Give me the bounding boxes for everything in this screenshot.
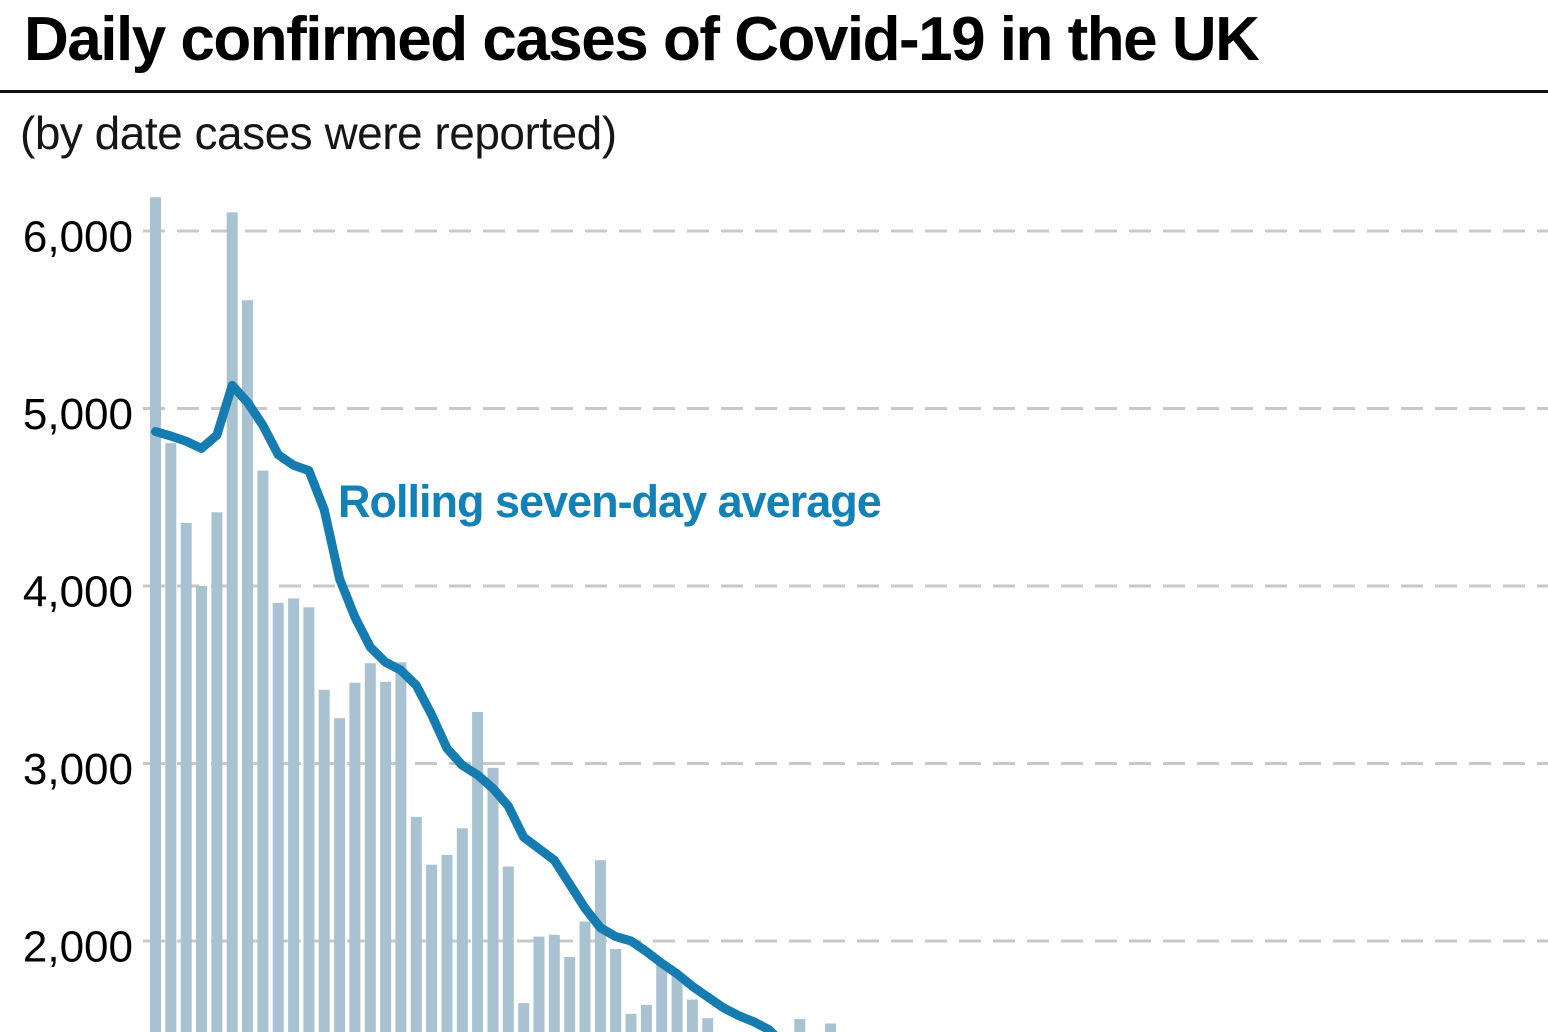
daily-cases-bar bbox=[487, 767, 499, 1032]
page-subtitle: (by date cases were reported) bbox=[20, 107, 617, 159]
daily-cases-bar bbox=[594, 860, 606, 1032]
daily-cases-bar bbox=[671, 972, 683, 1032]
daily-cases-bar bbox=[395, 662, 407, 1032]
y-tick-label-2,000: 2,000 bbox=[23, 923, 133, 972]
title-divider bbox=[0, 90, 1548, 93]
daily-cases-bar bbox=[579, 921, 591, 1032]
daily-cases-bar bbox=[242, 300, 253, 1032]
daily-cases-bar bbox=[380, 681, 392, 1032]
daily-cases-bar bbox=[441, 854, 453, 1032]
daily-cases-bar bbox=[288, 598, 300, 1032]
daily-cases-bar bbox=[656, 961, 668, 1032]
daily-cases-bar bbox=[518, 1003, 530, 1032]
daily-cases-bar bbox=[334, 718, 346, 1032]
daily-cases-bar bbox=[150, 197, 161, 1032]
daily-cases-bar bbox=[349, 682, 361, 1032]
y-tick-label-3,000: 3,000 bbox=[23, 745, 133, 794]
y-tick-label-6,000: 6,000 bbox=[23, 213, 133, 262]
daily-cases-bar bbox=[794, 1019, 806, 1032]
daily-cases-bar bbox=[165, 443, 177, 1032]
y-tick-label-5,000: 5,000 bbox=[23, 390, 133, 439]
daily-cases-bar bbox=[257, 470, 269, 1032]
daily-cases-bar bbox=[502, 866, 514, 1032]
y-tick-label-4,000: 4,000 bbox=[23, 568, 133, 617]
daily-cases-bar bbox=[211, 512, 223, 1032]
rolling-average-line bbox=[151, 380, 778, 1032]
daily-cases-bar bbox=[533, 936, 545, 1032]
daily-cases-bar bbox=[825, 1023, 836, 1032]
daily-cases-bar bbox=[456, 828, 468, 1032]
daily-cases-bar bbox=[180, 523, 192, 1032]
daily-cases-bar bbox=[426, 864, 438, 1032]
daily-cases-bar bbox=[272, 602, 284, 1032]
daily-cases-bar bbox=[564, 957, 576, 1032]
daily-cases-bar bbox=[610, 949, 622, 1032]
daily-cases-bar bbox=[702, 1018, 714, 1032]
daily-cases-bar bbox=[548, 934, 560, 1032]
daily-cases-bar bbox=[640, 1004, 652, 1032]
daily-cases-bar bbox=[364, 663, 376, 1032]
daily-cases-bar bbox=[196, 586, 207, 1032]
daily-cases-bar bbox=[625, 1013, 637, 1032]
daily-cases-bar bbox=[410, 816, 422, 1032]
daily-cases-bar bbox=[686, 999, 698, 1032]
page-title: Daily confirmed cases of Covid-19 in the… bbox=[24, 5, 1260, 74]
daily-cases-bar bbox=[226, 212, 238, 1032]
rolling-average-label: Rolling seven-day average bbox=[338, 476, 882, 527]
daily-cases-bar bbox=[318, 689, 330, 1032]
daily-cases-bar bbox=[472, 712, 484, 1032]
daily-cases-bar bbox=[303, 607, 315, 1032]
